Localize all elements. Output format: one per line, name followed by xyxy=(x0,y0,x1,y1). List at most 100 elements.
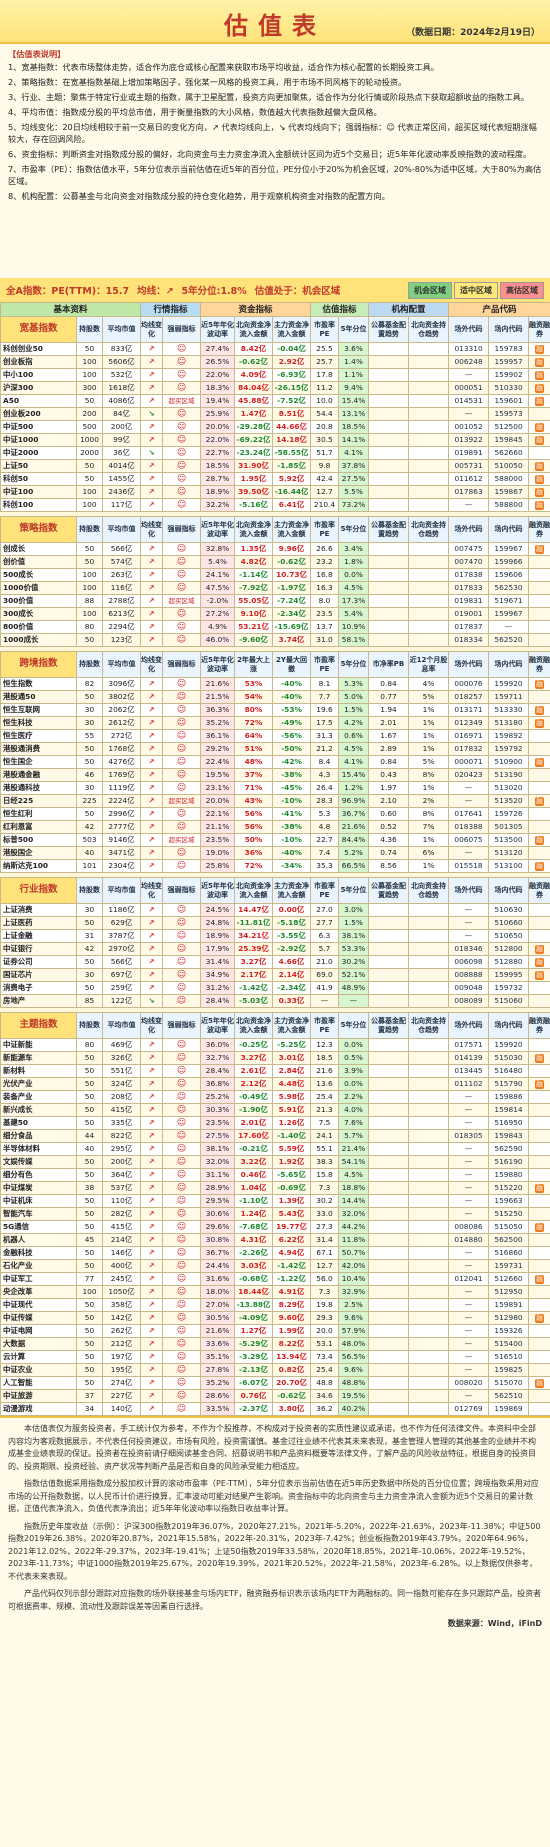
volatility: 36.0% xyxy=(200,1038,235,1052)
column-header: 北向资金净流入金额 xyxy=(234,877,273,904)
margin-flag: 融 xyxy=(535,797,544,806)
volatility: 22.4% xyxy=(200,755,235,769)
flow: 2.84亿 xyxy=(272,1064,311,1078)
margin-cell: 融 xyxy=(528,342,550,356)
flow: 45.88亿 xyxy=(234,394,274,408)
strength: ☺ xyxy=(162,1155,201,1169)
empty-cell xyxy=(408,1064,449,1078)
product-code: 008888 xyxy=(448,968,489,982)
cell: 29.3 xyxy=(310,1311,339,1325)
product-code: 516510 xyxy=(488,1350,529,1364)
empty-cell xyxy=(528,1207,550,1221)
flow: 1.47亿 xyxy=(234,407,274,421)
strength: ☺ xyxy=(162,742,201,756)
product-code: 516950 xyxy=(488,1116,529,1130)
cell: 26.4 xyxy=(310,781,339,795)
empty-cell xyxy=(528,768,550,782)
index-name: 恒生红利 xyxy=(0,807,77,821)
volatility: 21.6% xyxy=(200,1324,235,1338)
product-code: 008086 xyxy=(448,1220,489,1234)
column-header: 2年最大上涨 xyxy=(234,651,273,678)
product-code: — xyxy=(448,368,490,382)
empty-cell xyxy=(368,368,410,382)
margin-flag: 融 xyxy=(535,1184,544,1193)
product-code: 159920 xyxy=(488,1038,529,1052)
margin-cell: 融 xyxy=(528,942,550,956)
cell: 37 xyxy=(76,1389,103,1403)
flow: 1.99亿 xyxy=(272,1324,311,1338)
flow: -53% xyxy=(272,703,311,717)
volatility: 21.5% xyxy=(200,690,235,704)
flow: 19.77亿 xyxy=(272,1220,311,1234)
index-name: 央企改革 xyxy=(0,1285,77,1299)
cell: 8.0 xyxy=(310,594,339,608)
empty-cell xyxy=(368,459,410,473)
pe-percentile: 21.4% xyxy=(338,1142,369,1156)
cell: 31 xyxy=(76,929,103,943)
flow: -10% xyxy=(272,833,311,847)
empty-cell xyxy=(368,1194,409,1208)
cell: 34 xyxy=(76,1402,103,1416)
empty-cell xyxy=(408,1155,449,1169)
trend: ↗ xyxy=(140,498,163,512)
data-row: 中证2000 2000 36亿 ↘ ☺ 22.7% -23.24亿 -58.55亿 51.7 4.… xyxy=(0,446,550,460)
volatility: 47.5% xyxy=(200,581,235,595)
cell: 50 xyxy=(76,555,103,569)
flow: -7.92亿 xyxy=(234,581,273,595)
cell: 50 xyxy=(76,1116,103,1130)
product-code: — xyxy=(448,846,489,860)
margin-flag: 融 xyxy=(535,1379,544,1388)
flow: 72% xyxy=(234,716,273,730)
data-row: 国证芯片 30 697亿 ↗ ☺ 34.9% 2.17亿 2.14亿 69.0 52.1% 0088… xyxy=(0,968,550,982)
cell: 566亿 xyxy=(102,542,141,556)
cell: 3787亿 xyxy=(102,929,141,943)
cell: 259亿 xyxy=(102,981,141,995)
index-name: 中证机床 xyxy=(0,1194,77,1208)
strength: ☺ xyxy=(162,1298,201,1312)
data-row: 大数据 50 212亿 ↗ ☺ 33.6% -5.29亿 8.22亿 53.1 48.0% —515… xyxy=(0,1337,550,1351)
data-row: 石化产业 50 400亿 ↗ ☺ 24.4% 3.03亿 -1.42亿 12.7 42.0% —15… xyxy=(0,1259,550,1273)
data-row: 恒生医疗 55 272亿 ↗ ☺ 36.1% 64% -56% 31.3 0.6% 1.67 1% 01… xyxy=(0,729,550,743)
cell: 25.7 xyxy=(310,355,340,369)
empty-cell xyxy=(368,1298,409,1312)
empty-cell xyxy=(528,846,550,860)
flow: -26.15亿 xyxy=(272,381,312,395)
product-code: 159326 xyxy=(488,1324,529,1338)
column-header: 融资融券 xyxy=(528,1012,550,1039)
empty-cell xyxy=(368,498,410,512)
title: 估值表 xyxy=(224,12,326,40)
product-code: — xyxy=(448,916,489,930)
cell: 27.3 xyxy=(310,1220,339,1234)
strength: ☺ xyxy=(162,981,201,995)
margin-flag: 融 xyxy=(535,1223,544,1232)
flow: 14.47亿 xyxy=(234,903,273,917)
index-name: 中证农业 xyxy=(0,1363,77,1377)
trend: ↗ xyxy=(140,794,163,808)
cell: 833亿 xyxy=(102,342,141,356)
empty-cell xyxy=(408,381,450,395)
empty-cell xyxy=(408,498,450,512)
flow: -15.69亿 xyxy=(272,620,311,634)
flow: 43% xyxy=(234,794,273,808)
data-row: 港股通科技 30 1119亿 ↗ ☺ 23.1% 71% -45% 26.4 1.2% 1.97 1%… xyxy=(0,781,550,795)
flow: 8.22亿 xyxy=(272,1337,311,1351)
column-header: 2Y最大回撤 xyxy=(272,651,311,678)
flow: 1.26亿 xyxy=(272,1116,311,1130)
product-code: 515070 xyxy=(488,1376,529,1390)
product-code: 012349 xyxy=(448,716,489,730)
strength: ☺ xyxy=(162,1246,201,1260)
cell: 2.10 xyxy=(368,794,409,808)
data-row: A50 50 4086亿 ↗ 超买区域 19.4% 45.88亿 -7.52亿 10.0 15.4… xyxy=(0,394,550,408)
cell: 42 xyxy=(76,942,103,956)
cell: 100 xyxy=(76,581,103,595)
product-code: 159886 xyxy=(488,1090,529,1104)
empty-cell xyxy=(368,381,410,395)
strength: ☺ xyxy=(162,1077,201,1091)
flow: -0.21亿 xyxy=(234,1142,273,1156)
summary-pe: 全A指数：PE(TTM)：15.7 xyxy=(6,286,130,297)
cell: 140亿 xyxy=(102,1402,141,1416)
data-date: （数据日期：2024年2月19日） xyxy=(406,28,540,38)
data-row: 新能源车 50 326亿 ↗ ☺ 32.7% 3.27亿 3.01亿 18.5 0.5% 01413… xyxy=(0,1051,550,1065)
cell: 50 xyxy=(76,1051,103,1065)
empty-cell xyxy=(528,1298,550,1312)
